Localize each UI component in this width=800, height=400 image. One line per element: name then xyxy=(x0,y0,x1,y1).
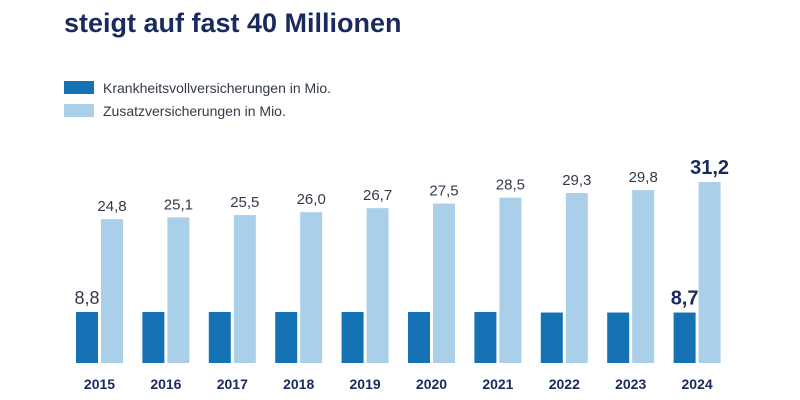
x-tick-label-2023: 2023 xyxy=(615,376,646,392)
bar-zusatz-2019 xyxy=(366,208,389,363)
chart-title: steigt auf fast 40 Millionen xyxy=(64,8,402,38)
bar-zusatz-2022 xyxy=(565,193,588,363)
bar-voll-2023 xyxy=(607,312,630,363)
data-label-zusatz-2015: 24,8 xyxy=(97,198,126,215)
bar-zusatz-2015 xyxy=(101,219,123,363)
bar-voll-2015 xyxy=(76,311,98,363)
legend-label-zusatzversicherung: Zusatzversicherungen in Mio. xyxy=(103,102,286,119)
data-label-zusatz-2022: 29,3 xyxy=(562,172,591,189)
bar-zusatz-2016 xyxy=(167,217,190,363)
x-tick-label-2020: 2020 xyxy=(416,376,447,392)
bar-voll-2021 xyxy=(474,311,497,363)
data-label-zusatz-2019: 26,7 xyxy=(363,187,392,204)
data-label-zusatz-2024: 31,2 xyxy=(690,157,729,179)
bar-zusatz-2018 xyxy=(300,212,323,363)
bar-voll-2016 xyxy=(142,311,165,363)
bar-zusatz-2017 xyxy=(233,215,256,363)
bar-voll-2020 xyxy=(408,311,430,363)
data-label-zusatz-2016: 25,1 xyxy=(164,196,193,213)
data-label-voll-2024: 8,7 xyxy=(671,288,699,310)
legend-item-vollversicherung: Krankheitsvollversicherungen in Mio. xyxy=(64,76,331,99)
data-label-zusatz-2017: 25,5 xyxy=(230,194,259,211)
bar-voll-2017 xyxy=(208,311,231,363)
data-label-zusatz-2020: 27,5 xyxy=(429,183,458,200)
x-tick-label-2022: 2022 xyxy=(549,376,580,392)
x-tick-label-2018: 2018 xyxy=(283,376,314,392)
bar-zusatz-2023 xyxy=(632,190,655,363)
bar-zusatz-2024 xyxy=(698,182,721,363)
data-label-zusatz-2021: 28,5 xyxy=(496,177,525,194)
x-tick-label-2021: 2021 xyxy=(482,376,513,392)
x-tick-label-2024: 2024 xyxy=(682,376,713,392)
legend: Krankheitsvollversicherungen in Mio. Zus… xyxy=(64,76,331,122)
legend-swatch-zusatzversicherung xyxy=(64,104,94,117)
x-tick-label-2019: 2019 xyxy=(350,376,381,392)
bar-zusatz-2021 xyxy=(499,197,522,363)
data-label-zusatz-2023: 29,8 xyxy=(629,169,658,186)
legend-swatch-vollversicherung xyxy=(64,81,94,94)
bar-voll-2024 xyxy=(673,312,696,363)
bar-zusatz-2020 xyxy=(433,203,455,363)
bar-voll-2019 xyxy=(341,311,364,363)
x-tick-label-2016: 2016 xyxy=(150,376,181,392)
x-tick-label-2015: 2015 xyxy=(84,376,115,392)
bar-voll-2022 xyxy=(540,312,563,363)
data-label-zusatz-2018: 26,0 xyxy=(297,191,326,208)
legend-item-zusatzversicherung: Zusatzversicherungen in Mio. xyxy=(64,99,331,122)
bar-voll-2018 xyxy=(275,311,298,363)
data-label-voll-2015: 8,8 xyxy=(74,288,99,308)
x-tick-label-2017: 2017 xyxy=(217,376,248,392)
legend-label-vollversicherung: Krankheitsvollversicherungen in Mio. xyxy=(103,79,331,96)
